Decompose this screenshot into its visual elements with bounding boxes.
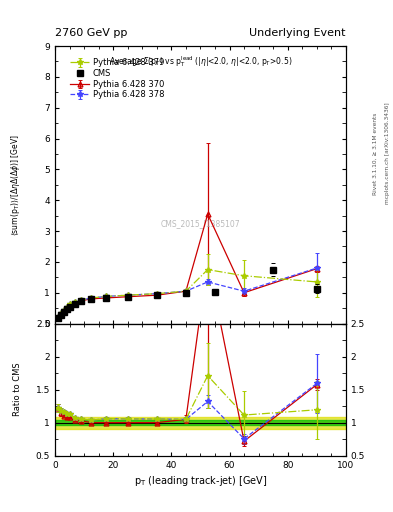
CMS bbox=[79, 298, 84, 305]
CMS bbox=[271, 267, 275, 273]
Text: 2760 GeV pp: 2760 GeV pp bbox=[55, 28, 127, 38]
Text: Rivet 3.1.10, ≥ 3.1M events: Rivet 3.1.10, ≥ 3.1M events bbox=[373, 113, 378, 195]
Text: Underlying Event: Underlying Event bbox=[249, 28, 346, 38]
CMS bbox=[73, 301, 78, 307]
CMS bbox=[61, 309, 66, 315]
Line: CMS: CMS bbox=[55, 267, 320, 321]
Y-axis label: Ratio to CMS: Ratio to CMS bbox=[13, 363, 22, 416]
Text: Average $\Sigma$(p$_\mathrm{T}$) vs p$_\mathrm{T}^\mathrm{lead}$ ($|\eta|$<2.0, : Average $\Sigma$(p$_\mathrm{T}$) vs p$_\… bbox=[109, 54, 292, 69]
CMS bbox=[125, 294, 130, 300]
Legend: Pythia 6.428 379, CMS, Pythia 6.428 370, Pythia 6.428 378: Pythia 6.428 379, CMS, Pythia 6.428 370,… bbox=[68, 56, 167, 102]
CMS bbox=[104, 295, 108, 301]
CMS bbox=[184, 290, 188, 296]
CMS bbox=[213, 289, 217, 295]
X-axis label: p$_\mathrm{T}$ (leading track-jet) [GeV]: p$_\mathrm{T}$ (leading track-jet) [GeV] bbox=[134, 474, 267, 488]
CMS bbox=[314, 286, 319, 292]
CMS bbox=[55, 315, 60, 321]
Y-axis label: $\langle$sum(p$_\mathrm{T}$)$\rangle/[\Delta\eta\Delta(\Delta\phi)]$ [GeV]: $\langle$sum(p$_\mathrm{T}$)$\rangle/[\D… bbox=[9, 134, 22, 236]
CMS bbox=[89, 296, 94, 302]
Text: mcplots.cern.ch [arXiv:1306.3436]: mcplots.cern.ch [arXiv:1306.3436] bbox=[385, 103, 389, 204]
CMS bbox=[59, 312, 63, 318]
CMS bbox=[154, 292, 159, 298]
CMS bbox=[67, 304, 72, 310]
CMS bbox=[64, 306, 69, 312]
Text: CMS_2015_I1385107: CMS_2015_I1385107 bbox=[161, 219, 240, 228]
